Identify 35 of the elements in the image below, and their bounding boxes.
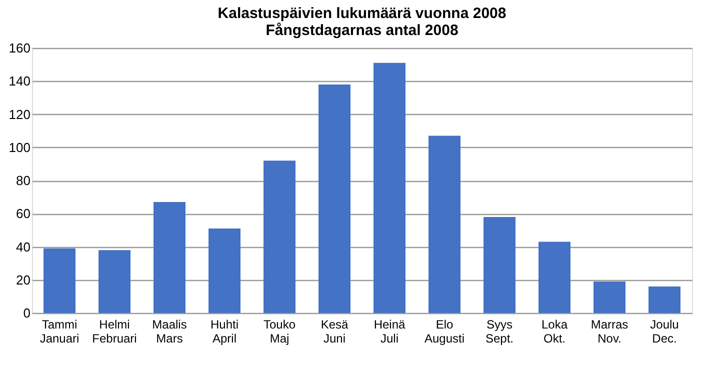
x-tick-label: Heinä Juli xyxy=(374,318,406,346)
y-tick-label: 140 xyxy=(8,74,30,89)
y-tick-label: 0 xyxy=(23,306,30,320)
x-tick-label: Tammi Januari xyxy=(40,318,80,346)
bar xyxy=(154,202,186,313)
bar xyxy=(428,136,460,313)
y-tick-label: 60 xyxy=(16,206,30,222)
x-tick-label: Huhti April xyxy=(210,318,239,346)
bar xyxy=(648,286,680,313)
bar xyxy=(538,242,570,313)
y-tick-label: 100 xyxy=(8,140,30,155)
x-tick-label: Maalis Mars xyxy=(152,318,187,346)
bar xyxy=(318,84,350,313)
y-tick-label: 120 xyxy=(8,106,30,122)
bar xyxy=(594,282,626,313)
bar xyxy=(98,250,130,313)
x-tick-label: Loka Okt. xyxy=(541,318,568,346)
bar xyxy=(374,62,406,313)
text: Kalastuspäivien lukumäärä vuonna 2008 xyxy=(218,5,506,22)
y-tick-label: 40 xyxy=(16,239,30,254)
bar xyxy=(264,160,296,313)
bar xyxy=(44,248,76,313)
x-tick-label: Elo Augusti xyxy=(424,318,465,346)
x-tick-label: Touko Maj xyxy=(263,318,296,346)
y-tick-label: 20 xyxy=(16,272,30,288)
x-tick-label: Joulu Dec. xyxy=(650,318,679,346)
x-tick-label: Kesä Juni xyxy=(320,318,348,346)
bar xyxy=(208,228,240,313)
x-tick-label: Syys Sept. xyxy=(485,318,514,346)
y-tick-label: 160 xyxy=(8,40,30,56)
x-tick-label: Helmi Februari xyxy=(92,318,137,346)
y-tick-label: 80 xyxy=(16,173,30,188)
x-tick-label: Marras Nov. xyxy=(590,318,628,346)
text: Fångstdagarnas antal 2008 xyxy=(266,22,458,39)
bar xyxy=(484,216,516,313)
